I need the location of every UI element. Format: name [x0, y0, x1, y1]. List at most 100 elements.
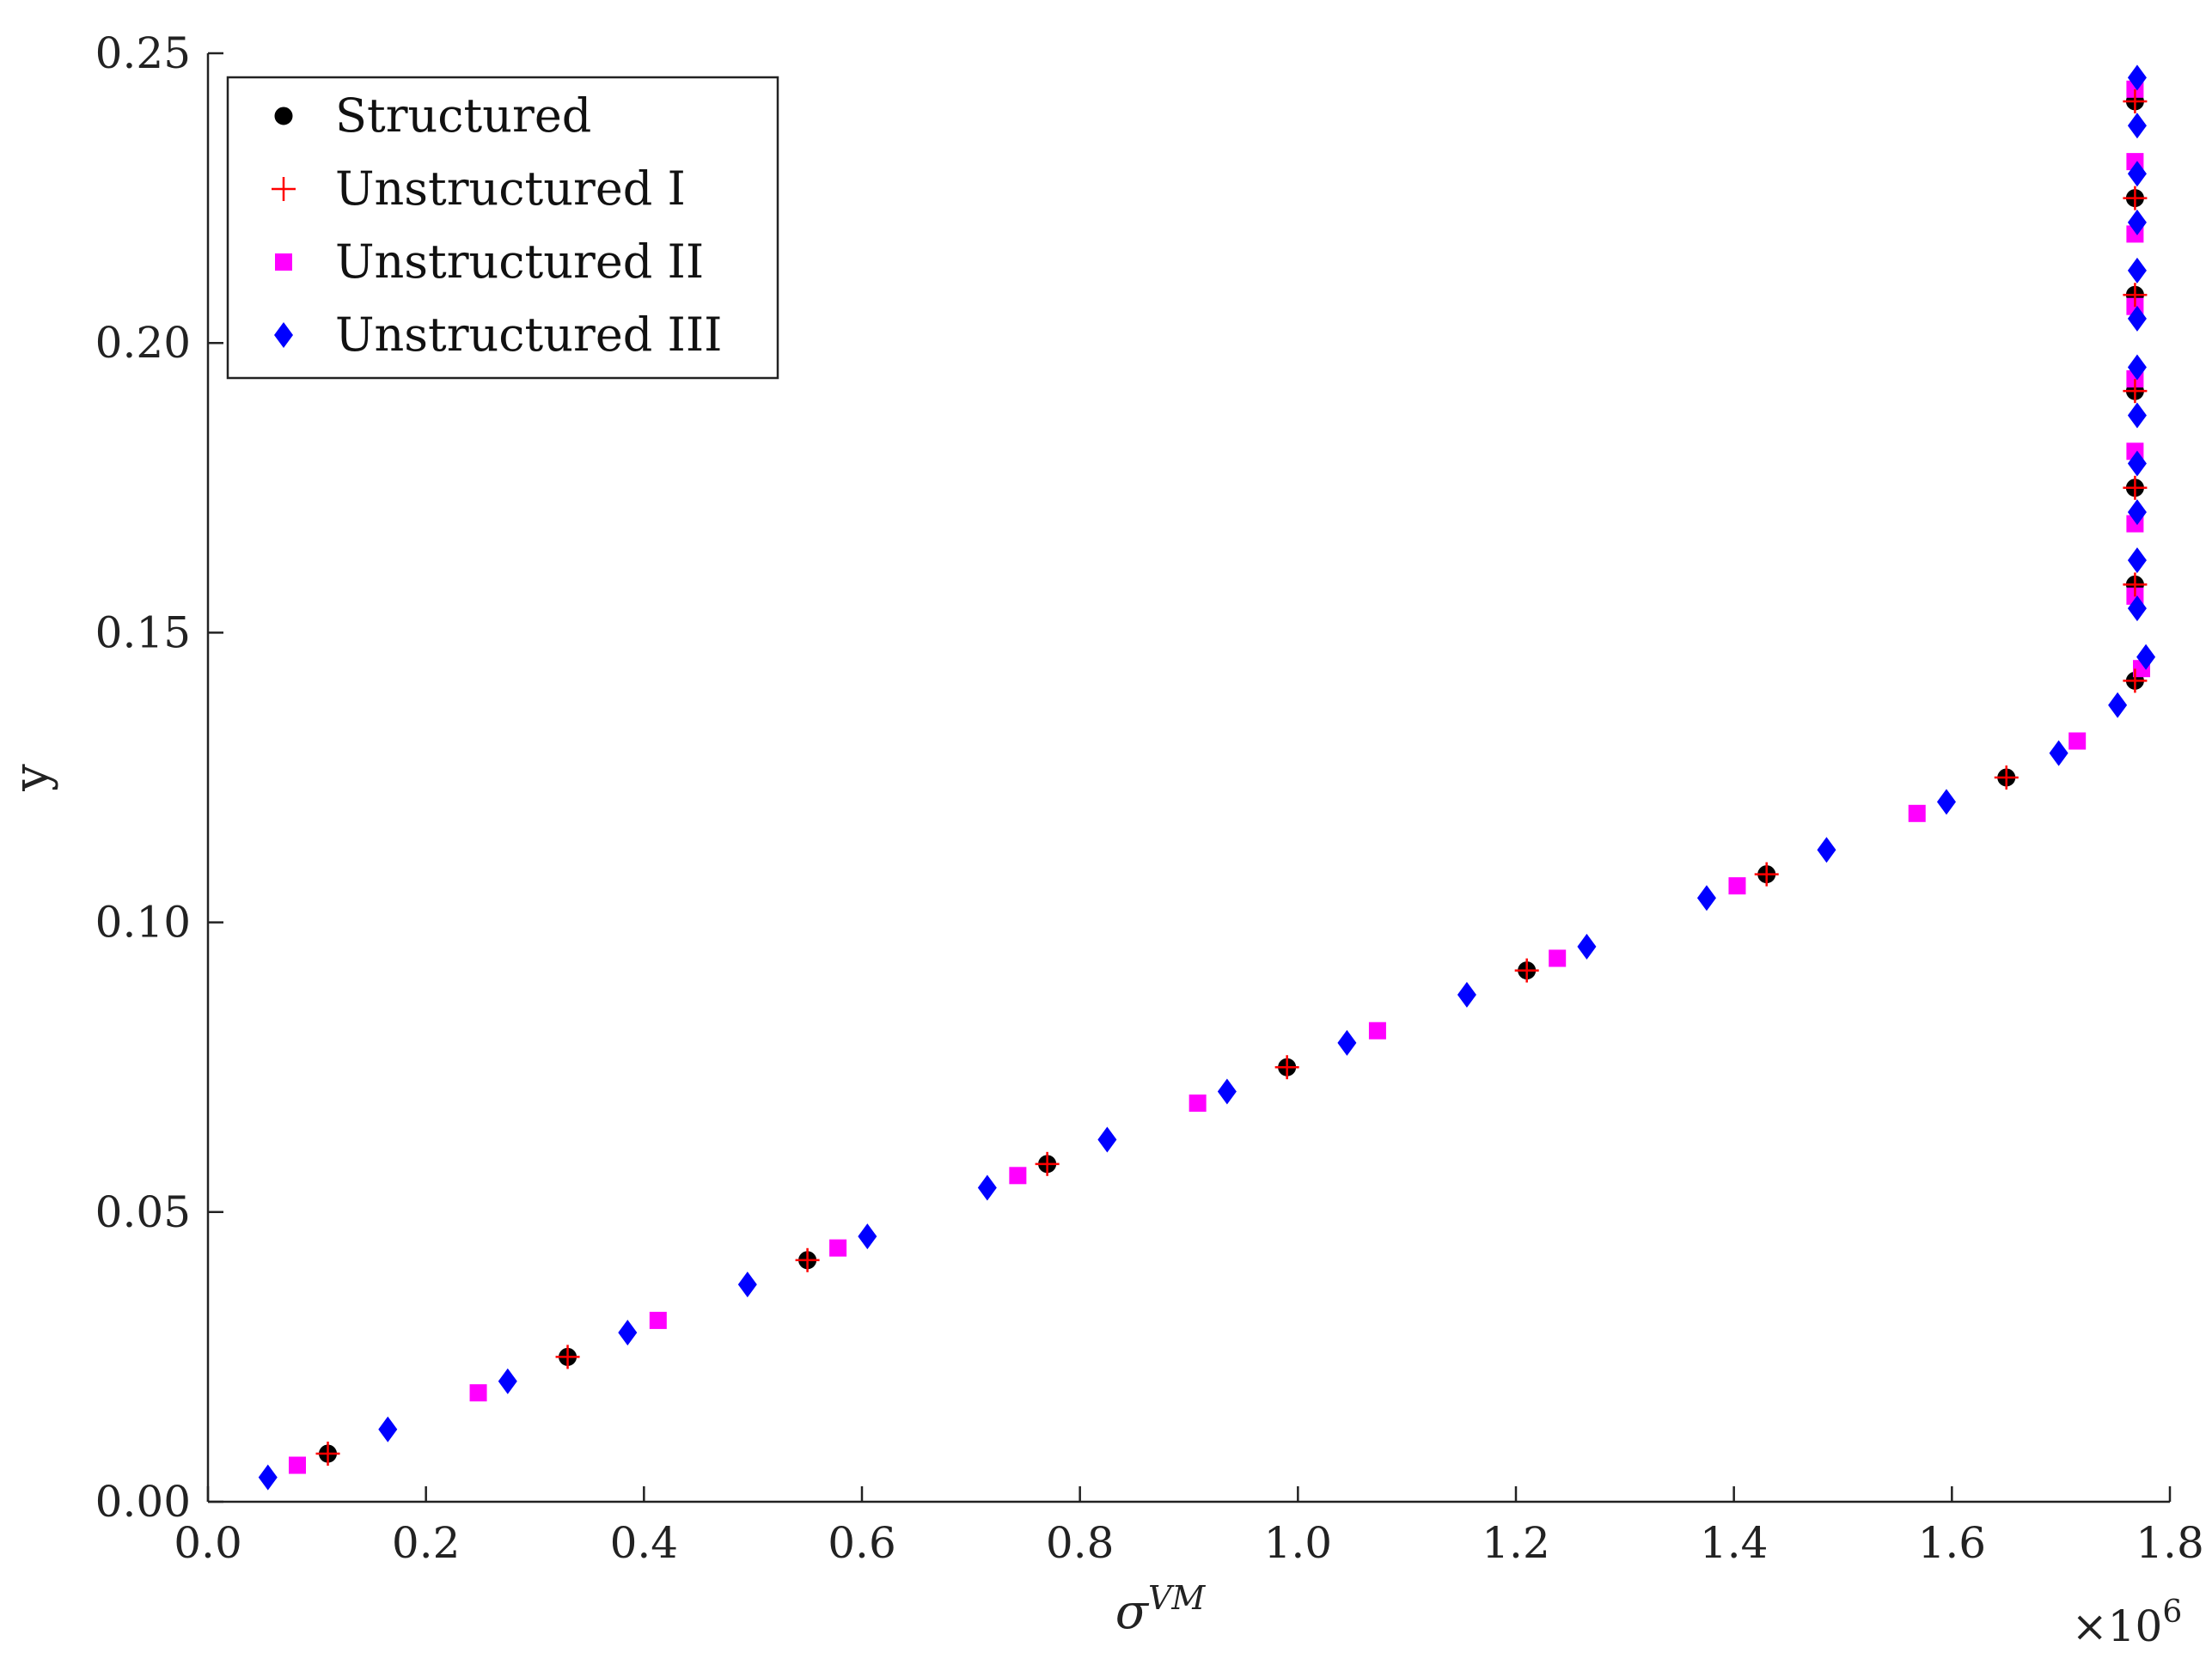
unstructured-iii-point	[977, 1174, 997, 1201]
plot-area	[258, 64, 2156, 1491]
unstructured-iii-point	[1337, 1029, 1357, 1056]
unstructured-iii-point	[498, 1368, 517, 1394]
unstructured-iii-point	[1217, 1078, 1237, 1105]
series-plus	[315, 88, 2148, 1467]
x-tick-label: 0.6	[828, 1518, 896, 1568]
unstructured-iii-point	[258, 1464, 278, 1491]
unstructured-iii-point	[2127, 257, 2147, 284]
unstructured-iii-point	[2108, 692, 2128, 718]
x-tick-label: 0.4	[610, 1518, 679, 1568]
unstructured-iii-point	[2127, 402, 2147, 429]
unstructured-iii-point	[1817, 837, 1836, 863]
unstructured-i-point	[795, 1247, 820, 1272]
y-tick-label: 0.10	[95, 898, 191, 948]
x-axis-multiplier: ×106	[2072, 1595, 2182, 1651]
unstructured-i-point	[1035, 1151, 1060, 1176]
series-diamond	[258, 64, 2156, 1491]
unstructured-iii-point	[2127, 113, 2147, 139]
axis-labels: y σVM ×106	[3, 764, 2182, 1651]
unstructured-iii-point	[618, 1320, 638, 1346]
unstructured-iii-point	[1457, 981, 1476, 1008]
unstructured-i-point	[1754, 862, 1779, 887]
unstructured-i-point	[2123, 572, 2148, 597]
x-tick-label: 1.4	[1700, 1518, 1769, 1568]
unstructured-iii-point	[2127, 547, 2147, 574]
unstructured-ii-point	[275, 253, 292, 271]
unstructured-iii-point	[2127, 161, 2147, 187]
legend-entry: Unstructured III	[274, 308, 723, 362]
unstructured-i-point	[2123, 186, 2148, 210]
x-tick-label: 1.6	[1918, 1518, 1987, 1568]
legend-label: Unstructured III	[335, 308, 723, 362]
unstructured-iii-point	[2049, 740, 2068, 766]
unstructured-ii-point	[1908, 804, 1926, 822]
legend-entry: Unstructured II	[275, 235, 704, 289]
unstructured-iii-point	[274, 322, 293, 348]
series-square	[289, 80, 2151, 1474]
unstructured-iii-point	[1696, 885, 1716, 912]
x-axis-label: σVM	[1115, 1579, 1207, 1640]
unstructured-ii-point	[829, 1239, 847, 1257]
unstructured-ii-point	[2068, 732, 2087, 750]
y-axis-label: y	[3, 764, 59, 792]
unstructured-iii-point	[858, 1223, 877, 1250]
y-tick-label: 0.25	[95, 28, 191, 78]
y-tick-label: 0.05	[95, 1187, 191, 1237]
unstructured-iii-point	[737, 1272, 757, 1298]
unstructured-i-point	[2123, 283, 2148, 308]
x-axis-label-symbol: σ	[1115, 1584, 1150, 1640]
unstructured-i-point	[2123, 475, 2148, 500]
unstructured-iii-point	[2127, 305, 2147, 332]
y-tick-label: 0.15	[95, 607, 191, 657]
axes: 0.0 0.2 0.4 0.6 0.8 1.0 1.2 1.4 1.6 1.8 0.00 0.05 0.…	[95, 28, 2204, 1568]
unstructured-ii-point	[1009, 1167, 1027, 1185]
unstructured-iii-point	[2127, 595, 2147, 622]
unstructured-i-point	[1994, 765, 2019, 790]
unstructured-ii-point	[1728, 877, 1746, 895]
structured-point	[274, 107, 293, 125]
unstructured-iii-point	[1577, 933, 1597, 960]
unstructured-ii-point	[1188, 1095, 1207, 1113]
legend-entry: Unstructured I	[272, 162, 686, 216]
unstructured-i-point	[555, 1345, 580, 1369]
legend-label: Unstructured I	[335, 162, 686, 216]
x-tick-label: 1.0	[1264, 1518, 1333, 1568]
unstructured-iii-point	[1936, 789, 1956, 815]
legend-label: Structured	[335, 88, 591, 143]
y-tick-label: 0.00	[95, 1477, 191, 1527]
unstructured-ii-point	[1549, 949, 1567, 967]
y-tick-label: 0.20	[95, 318, 191, 368]
unstructured-i-point	[1514, 958, 1539, 983]
unstructured-iii-point	[2127, 450, 2147, 477]
unstructured-ii-point	[649, 1311, 667, 1329]
unstructured-i-point	[2123, 668, 2148, 693]
unstructured-iii-point	[2127, 354, 2147, 381]
unstructured-i-point	[1274, 1055, 1299, 1080]
x-tick-label: 0.8	[1046, 1518, 1115, 1568]
unstructured-i-point	[315, 1442, 340, 1467]
x-tick-label: 0.2	[392, 1518, 461, 1568]
x-tick-label: 1.8	[2136, 1518, 2204, 1568]
unstructured-i-point	[272, 177, 296, 201]
legend-box	[226, 76, 779, 380]
legend-label: Unstructured II	[335, 235, 704, 289]
unstructured-iii-point	[2127, 499, 2147, 526]
x-axis-label-superscript: VM	[1148, 1579, 1206, 1617]
unstructured-ii-point	[1368, 1022, 1386, 1040]
unstructured-ii-point	[469, 1384, 487, 1402]
unstructured-iii-point	[378, 1416, 398, 1442]
unstructured-i-point	[2123, 379, 2148, 404]
x-axis-multiplier-exponent: 6	[2162, 1595, 2182, 1630]
x-axis-multiplier-base: ×10	[2072, 1601, 2163, 1651]
unstructured-iii-point	[2136, 643, 2156, 670]
legend-entry: Structured	[274, 88, 591, 143]
unstructured-iii-point	[1097, 1126, 1117, 1153]
unstructured-iii-point	[2127, 64, 2147, 91]
legend: Structured Unstructured I Unstructured II U…	[226, 76, 779, 380]
unstructured-iii-point	[2127, 209, 2147, 235]
x-tick-label: 0.0	[174, 1518, 242, 1568]
unstructured-ii-point	[289, 1456, 307, 1474]
unstructured-i-point	[2123, 88, 2148, 113]
x-tick-label: 1.2	[1482, 1518, 1550, 1568]
